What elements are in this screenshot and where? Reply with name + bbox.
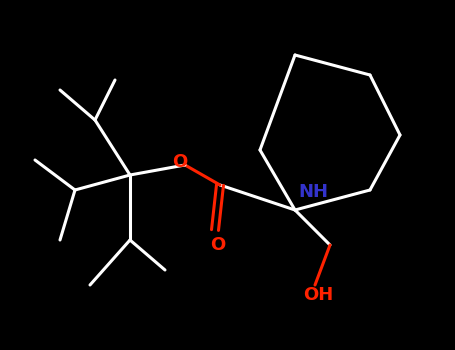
Text: O: O [172,153,187,171]
Text: NH: NH [298,183,328,201]
Text: OH: OH [303,286,333,304]
Text: O: O [210,236,226,254]
